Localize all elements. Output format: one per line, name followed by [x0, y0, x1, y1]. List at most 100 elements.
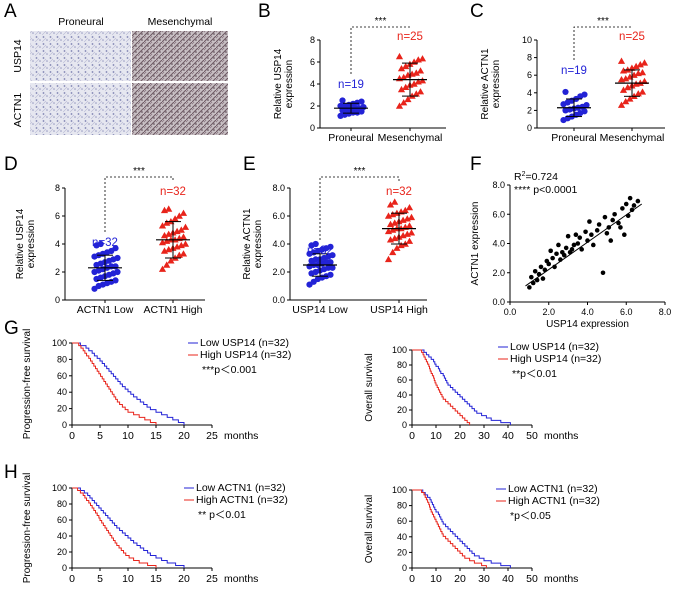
legend-label: High ACTN1 (n=32) [196, 494, 288, 506]
data-point [163, 261, 171, 268]
legend-label: Low ACTN1 (n=32) [508, 483, 598, 495]
data-point [329, 252, 336, 259]
data-point [625, 213, 631, 219]
x-tick-label: 4.0 [581, 307, 594, 317]
ihc-image-actn1-mesenchymal [132, 83, 228, 135]
survival-curve [412, 349, 471, 425]
x-axis-unit: months [224, 430, 258, 442]
y-tick-label: 6.0 [272, 211, 285, 221]
survival-curve [412, 349, 511, 425]
y-tick-label: 0.0 [492, 297, 505, 307]
data-point [617, 57, 626, 64]
y-axis-label-line: expression [26, 220, 37, 268]
y-tick-label: 40 [397, 532, 407, 542]
x-tick-label: 15 [150, 430, 162, 442]
survival-curve [72, 487, 157, 568]
data-point [529, 274, 534, 280]
data-point [397, 85, 406, 93]
y-tick-label: 6 [55, 211, 60, 221]
data-point [602, 214, 608, 220]
data-point [167, 257, 175, 264]
data-point [577, 235, 583, 240]
y-tick-label: 80 [57, 354, 67, 364]
panel-label-g: G [4, 318, 19, 339]
panel-label-d: D [4, 154, 18, 175]
x-axis-unit: months [544, 573, 578, 585]
data-point [112, 263, 119, 270]
category-label: Mesenchymal [378, 132, 443, 144]
x-tick-label: 50 [526, 430, 538, 442]
data-point [640, 77, 649, 85]
data-point [585, 238, 590, 243]
data-point [384, 255, 393, 263]
chart-h2: 0 20 40 60 80 100 0 10 20 30 40 50 months Overall sur… [364, 483, 600, 585]
ihc-image-usp14-mesenchymal [132, 31, 228, 81]
x-tick-label: 5 [97, 573, 103, 585]
data-point [534, 277, 540, 283]
y-tick-label: 20 [397, 547, 407, 557]
y-tick-label: 6 [527, 70, 532, 80]
panel-label-a: A [4, 1, 17, 22]
survival-curve [72, 342, 185, 425]
data-point [575, 241, 581, 246]
n-label: n=25 [397, 31, 423, 43]
survival-curve [72, 487, 185, 568]
data-point [391, 198, 399, 205]
data-point [401, 206, 409, 214]
f-p-value: **** p<0.0001 [514, 184, 578, 196]
y-tick-label: 80 [57, 499, 67, 509]
data-point [563, 245, 569, 251]
y-tick-label: 20 [57, 404, 67, 414]
y-tick-label: 6.0 [492, 209, 505, 219]
y-tick-label: 0 [55, 295, 60, 305]
data-point [97, 240, 104, 248]
y-tick-label: 0 [310, 123, 315, 133]
x-axis-unit: months [544, 430, 578, 442]
chart-e: 0.0 2.0 4.0 6.0 8.0 Relative ACTN1expression U… [242, 166, 428, 316]
y-tick-label: 2 [310, 101, 315, 111]
regression-line [525, 203, 643, 287]
y-tick-label: 100 [392, 485, 407, 495]
y-axis-label: ACTN1 expression [470, 202, 481, 286]
data-point [418, 77, 427, 84]
panel-a-ihc: Proneural Mesenchymal USP14 ACTN1 [12, 16, 228, 135]
data-point [542, 267, 548, 273]
chart-g1: 0 20 40 60 80 100 0 5 10 15 20 25 months Progression-… [22, 329, 291, 442]
y-tick-label: 10 [522, 35, 532, 45]
data-point [527, 285, 532, 290]
x-tick-label: 10 [430, 573, 442, 585]
legend-label: Low USP14 (n=32) [200, 337, 289, 349]
data-point [327, 271, 334, 278]
y-tick-label: 40 [57, 531, 67, 541]
data-point [404, 95, 412, 103]
data-point [622, 75, 630, 82]
y-tick-label: 0 [527, 123, 532, 133]
x-tick-label: 20 [454, 573, 466, 585]
x-tick-label: 0.0 [504, 307, 517, 317]
y-tick-label: 8.0 [272, 183, 285, 193]
significance-stars: *** [597, 16, 609, 27]
y-axis-label: Progression-free survival [22, 473, 33, 584]
y-tick-label: 0 [62, 420, 67, 430]
data-point [327, 259, 334, 266]
data-point [114, 254, 121, 262]
n-label: n=19 [338, 79, 364, 91]
data-point [556, 242, 561, 248]
y-tick-label: 2.0 [492, 268, 505, 278]
y-tick-label: 4.0 [272, 239, 285, 249]
data-point [620, 206, 625, 211]
data-point [360, 104, 367, 111]
x-tick-label: 2.0 [542, 307, 555, 317]
data-point [416, 88, 425, 95]
y-tick-label: 4.0 [492, 239, 505, 249]
data-point [596, 222, 602, 227]
survival-curve [412, 489, 487, 568]
data-point [540, 276, 546, 281]
data-point [604, 230, 610, 236]
data-point [395, 102, 404, 109]
data-point [636, 61, 644, 68]
data-point [389, 248, 397, 256]
n-label: n=32 [92, 237, 118, 249]
y-tick-label: 60 [397, 516, 407, 526]
